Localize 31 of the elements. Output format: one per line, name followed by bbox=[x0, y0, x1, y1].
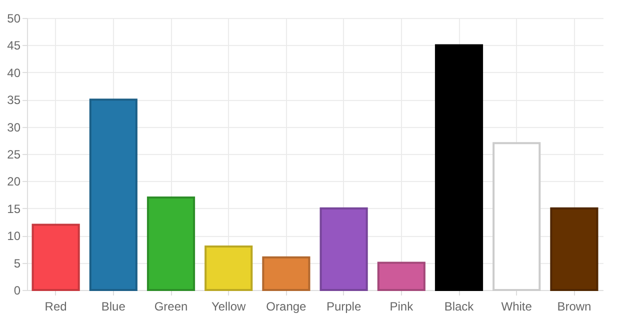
y-tick-label: 0 bbox=[14, 284, 21, 298]
x-tick-label: Green bbox=[154, 300, 188, 314]
y-tick-label: 30 bbox=[7, 120, 21, 134]
x-tick-label: Orange bbox=[266, 300, 307, 314]
y-tick-label: 15 bbox=[7, 202, 21, 216]
bar bbox=[204, 245, 253, 291]
y-tick-label: 10 bbox=[7, 229, 21, 244]
y-tick-label: 40 bbox=[7, 66, 21, 80]
x-tick-label: White bbox=[501, 300, 532, 314]
x-tick-label: Pink bbox=[390, 300, 414, 314]
y-tick-label: 5 bbox=[14, 256, 21, 270]
x-tick-label: Blue bbox=[101, 300, 126, 314]
x-tick-label: Purple bbox=[326, 300, 362, 314]
x-tick-label: Red bbox=[44, 300, 67, 314]
x-tick-label: Brown bbox=[557, 300, 592, 314]
bar bbox=[377, 262, 426, 291]
y-tick-label: 45 bbox=[7, 38, 21, 53]
y-tick-label: 20 bbox=[7, 174, 21, 189]
bar bbox=[434, 44, 484, 291]
bar bbox=[320, 207, 368, 291]
bar bbox=[550, 207, 598, 291]
y-tick-label: 25 bbox=[7, 148, 21, 162]
y-tick-label: 50 bbox=[7, 12, 21, 26]
x-tick-label: Black bbox=[444, 300, 475, 314]
bar bbox=[32, 224, 80, 291]
bar bbox=[492, 142, 541, 291]
y-tick-label: 35 bbox=[7, 93, 21, 108]
bar bbox=[146, 196, 196, 291]
bar bbox=[89, 98, 138, 291]
bar bbox=[262, 256, 310, 291]
x-tick-label: Yellow bbox=[211, 300, 246, 314]
